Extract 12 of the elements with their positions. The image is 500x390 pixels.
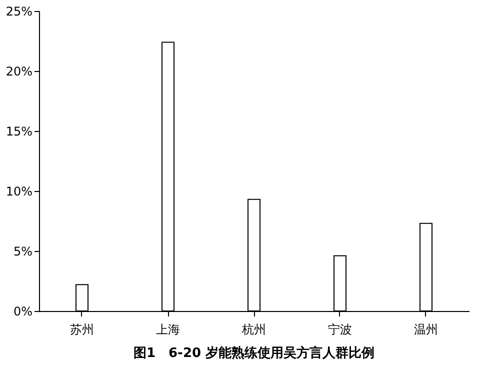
y-tick-label: 20% bbox=[6, 64, 32, 78]
x-tick-label: 杭州 bbox=[241, 322, 266, 336]
x-tick-label: 苏州 bbox=[70, 322, 94, 336]
y-tick-label: 0% bbox=[13, 304, 32, 318]
y-tick-label: 25% bbox=[6, 4, 32, 18]
x-tick-label: 温州 bbox=[414, 322, 438, 336]
text: 图1 6-20 岁能熟练使用吴方言人群比例 bbox=[133, 345, 375, 361]
y-tick-label: 15% bbox=[6, 124, 32, 138]
y-tick-label: 5% bbox=[13, 244, 32, 258]
y-tick-label: 10% bbox=[6, 184, 32, 198]
x-tick-label: 宁波 bbox=[328, 322, 352, 336]
x-tick-label: 上海 bbox=[156, 322, 180, 336]
